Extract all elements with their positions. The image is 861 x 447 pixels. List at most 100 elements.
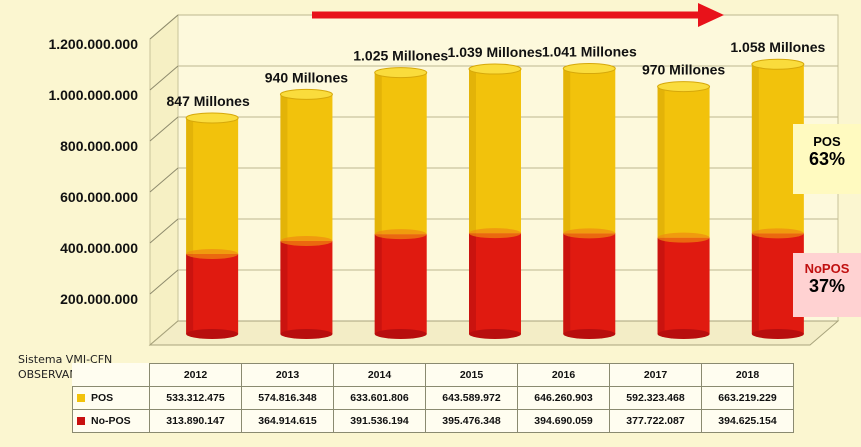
table-cell: 364.914.615 xyxy=(241,409,334,433)
nopos-share-box: NoPOS 37% xyxy=(793,253,861,317)
bar-top-ellipse xyxy=(279,88,333,100)
bar-total-label: 1.039 Millones xyxy=(448,44,543,60)
table-corner-cell xyxy=(72,363,150,387)
bar-total-label: 1.025 Millones xyxy=(353,48,448,64)
bar-shade-nopos xyxy=(751,233,759,334)
gridline-side xyxy=(149,269,179,295)
table-cell: 633.601.806 xyxy=(333,386,426,410)
gridline-side xyxy=(149,116,179,142)
y-tick-label: 1.200.000.000 xyxy=(48,36,138,52)
bar-total-label: 1.041 Millones xyxy=(542,44,637,60)
bar-segment-nopos xyxy=(374,234,427,334)
bar-joint-ellipse xyxy=(469,228,521,239)
bar-base-ellipse xyxy=(751,329,804,339)
nopos-share-label: NoPOS xyxy=(804,261,850,276)
pos-share-box: POS 63% xyxy=(793,124,861,194)
bar-top-ellipse xyxy=(185,112,239,124)
bar-top-ellipse xyxy=(374,67,428,79)
table-row-nopos: No-POS 313.890.147 364.914.615 391.536.1… xyxy=(72,409,794,433)
bar-segment-pos xyxy=(374,72,427,235)
bar-joint-ellipse xyxy=(657,232,710,243)
table-year-cell: 2014 xyxy=(333,363,426,387)
bar-shade-nopos xyxy=(469,233,476,334)
bar-segment-nopos xyxy=(186,253,239,334)
table-year-cell: 2012 xyxy=(149,363,242,387)
table-year-cell: 2013 xyxy=(241,363,334,387)
table-cell: 533.312.475 xyxy=(149,386,242,410)
table-cell: 643.589.972 xyxy=(425,386,518,410)
gridline-side xyxy=(149,14,179,40)
table-year-cell: 2018 xyxy=(701,363,794,387)
table-cell: 394.625.154 xyxy=(701,409,794,433)
bar-joint-ellipse xyxy=(563,228,616,239)
pos-legend-swatch xyxy=(77,394,85,403)
y-tick-label: 600.000.000 xyxy=(60,189,138,205)
bar-joint-ellipse xyxy=(280,235,333,246)
table-cell: 394.690.059 xyxy=(517,409,610,433)
bar-total-label: 1.058 Millones xyxy=(730,39,825,55)
trend-arrow-head xyxy=(698,3,724,27)
bar-top-ellipse xyxy=(657,81,711,93)
bar-shade-nopos xyxy=(374,234,382,334)
bar-base-ellipse xyxy=(563,329,616,339)
bar-segment-nopos xyxy=(469,233,521,334)
table-cell: 646.260.903 xyxy=(517,386,610,410)
table-row-header: POS xyxy=(72,386,150,410)
table-year-cell: 2016 xyxy=(517,363,610,387)
gridline-side xyxy=(149,167,179,193)
pos-share-label: POS xyxy=(813,134,841,149)
table-year-cell: 2017 xyxy=(609,363,702,387)
bar-segment-pos xyxy=(469,69,521,234)
bar-segment-pos xyxy=(186,117,239,254)
bar-shade-pos xyxy=(280,94,288,241)
gridline-side xyxy=(149,218,179,244)
table-row-header: No-POS xyxy=(72,409,150,433)
bar-segment-pos xyxy=(563,68,616,234)
pos-share-percent: 63% xyxy=(808,149,846,169)
bar-shade-nopos xyxy=(563,233,571,334)
bar-joint-ellipse xyxy=(374,229,427,240)
table-cell: 574.816.348 xyxy=(241,386,334,410)
table-row-pos: POS 533.312.475 574.816.348 633.601.806 … xyxy=(72,386,794,410)
table-cell: 395.476.348 xyxy=(425,409,518,433)
bar-shade-nopos xyxy=(657,237,665,334)
table-cell: 377.722.087 xyxy=(609,409,702,433)
table-year-cell: 2015 xyxy=(425,363,518,387)
nopos-legend-label: No-POS xyxy=(91,415,131,427)
bar-joint-ellipse xyxy=(751,228,804,239)
bar-base-ellipse xyxy=(469,329,521,339)
table-header-row: 2012 2013 2014 2015 2016 2017 2018 xyxy=(72,363,794,387)
y-tick-label: 800.000.000 xyxy=(60,138,138,154)
bar-total-label: 940 Millones xyxy=(265,69,348,85)
bar-total-label: 970 Millones xyxy=(642,62,725,78)
bar-base-ellipse xyxy=(186,329,239,339)
bar-segment-nopos xyxy=(563,233,616,334)
bar-top-ellipse xyxy=(751,58,805,70)
bar-shade-pos xyxy=(186,117,194,254)
table-cell: 592.323.468 xyxy=(609,386,702,410)
bar-shade-pos xyxy=(563,68,571,234)
y-tick-label: 400.000.000 xyxy=(60,240,138,256)
y-tick-label: 200.000.000 xyxy=(60,291,138,307)
bar-shade-nopos xyxy=(280,240,288,334)
bar-top-ellipse xyxy=(562,63,616,75)
table-cell: 313.890.147 xyxy=(149,409,242,433)
bar-total-label: 847 Millones xyxy=(167,93,250,109)
bar-base-ellipse xyxy=(374,329,427,339)
bar-shade-nopos xyxy=(186,253,194,334)
bar-base-ellipse xyxy=(657,329,710,339)
bar-segment-nopos xyxy=(280,240,333,334)
pos-legend-label: POS xyxy=(91,392,114,404)
y-tick-label: 1.000.000.000 xyxy=(48,87,138,103)
nopos-share-percent: 37% xyxy=(808,276,846,296)
bar-top-ellipse xyxy=(468,63,522,75)
bar-shade-pos xyxy=(657,86,665,238)
bar-shade-pos xyxy=(751,64,759,234)
bar-joint-ellipse xyxy=(186,248,239,259)
gridline-side xyxy=(149,65,179,91)
data-table: 2012 2013 2014 2015 2016 2017 2018 POS 5… xyxy=(72,363,794,433)
bar-segment-pos xyxy=(280,94,333,241)
table-cell: 663.219.229 xyxy=(701,386,794,410)
source-line-1: Sistema VMI-CFN xyxy=(18,353,113,366)
